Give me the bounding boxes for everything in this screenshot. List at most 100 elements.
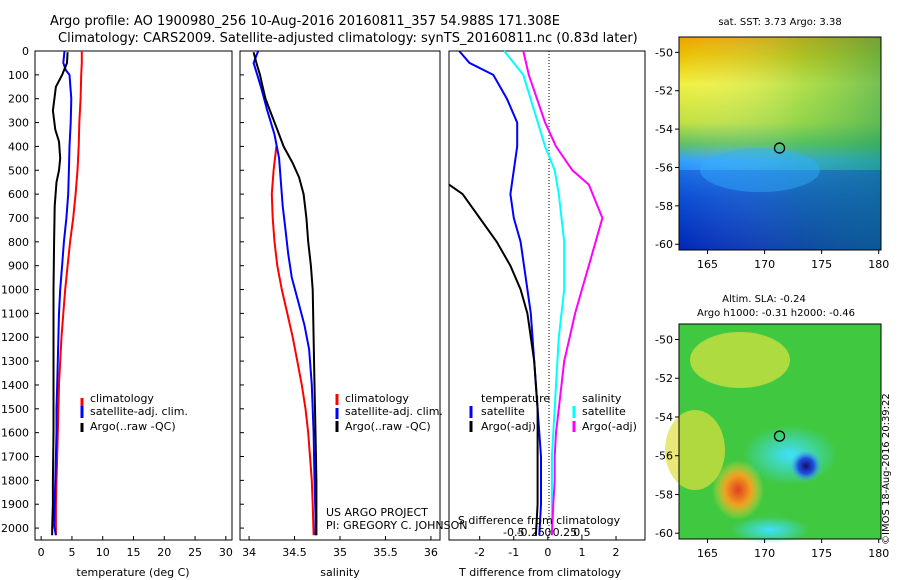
- sst-map-panel: sat. SST: 3.73 Argo: 3.38 165 170 175 180 -5…: [655, 17, 889, 271]
- difference-lines: [448, 50, 604, 536]
- sst-cold-band: [679, 170, 881, 250]
- depth-tick-label: 400: [8, 140, 29, 153]
- watermark: ©IMOS 18-Aug-2016 20:39:22: [881, 393, 892, 545]
- s-difference-tick-label: -0.5: [503, 526, 524, 539]
- legend-label-t-satellite: satellite: [481, 405, 525, 418]
- depth-tick-label: 2000: [1, 522, 29, 535]
- argo-float-marker: [773, 142, 786, 154]
- t-difference-tick-label: 0: [544, 546, 551, 559]
- sst-map-title: sat. SST: 3.73 Argo: 3.38: [718, 17, 841, 28]
- sla-high-west: [665, 410, 725, 490]
- depth-tick-label: 800: [8, 236, 29, 249]
- latitude-tick-label: -60: [655, 527, 673, 540]
- legend-label-argo: Argo(..raw -QC): [90, 420, 176, 433]
- temperature-tick-label: 10: [96, 546, 110, 559]
- depth-tick-labels: 0 100 200 300 400 500 600 700 800 900 1000 1100 1200…: [1, 45, 39, 535]
- salinity-panel: 34 34.5 35 35.5 36 salinity climatology sate…: [239, 50, 467, 579]
- salinity-tick-label: 34.5: [282, 546, 307, 559]
- sst-map-ticks: 165 170 175 180 -50 -52 -54 -56 -58 -60: [655, 46, 889, 271]
- depth-tick-label: 1000: [1, 284, 29, 297]
- depth-tick-label: 1300: [1, 355, 29, 368]
- sla-cold-eddy: [790, 450, 822, 482]
- legend-label-satellite: satellite-adj. clim.: [90, 405, 188, 418]
- latitude-tick-label: -50: [655, 46, 673, 59]
- depth-tick-label: 1700: [1, 451, 29, 464]
- sst-blob: [700, 148, 820, 192]
- argo-float-marker: [773, 430, 786, 442]
- s-difference-tick-label: 0.5: [573, 526, 591, 539]
- sla-low-area: [742, 425, 838, 485]
- series-line-t-argo-adj-: [448, 183, 539, 536]
- t-difference-tick-label: -2: [474, 546, 485, 559]
- longitude-tick-label: 165: [697, 547, 718, 560]
- legend-label-argo: Argo(..raw -QC): [345, 420, 431, 433]
- depth-tick-label: 1100: [1, 307, 29, 320]
- header-line-2: Climatology: CARS2009. Satellite-adjuste…: [58, 31, 638, 46]
- salinity-lines: [252, 50, 318, 536]
- latitude-tick-label: -56: [655, 161, 673, 174]
- t-difference-tick-label: 1: [578, 546, 585, 559]
- latitude-tick-label: -54: [655, 123, 673, 136]
- legend-title-temperature: temperature: [481, 392, 550, 405]
- longitude-tick-label: 165: [697, 258, 718, 271]
- depth-tick-label: 1200: [1, 331, 29, 344]
- salinity-x-label: salinity: [320, 566, 360, 579]
- series-line-climatology: [270, 146, 315, 536]
- longitude-tick-label: 180: [868, 547, 889, 560]
- longitude-tick-label: 170: [754, 258, 775, 271]
- depth-tick-label: 1900: [1, 498, 29, 511]
- temperature-tick-label: 20: [157, 546, 171, 559]
- sla-low-south: [730, 516, 810, 544]
- series-line-s-satellite: [503, 50, 566, 536]
- depth-tick-label: 200: [8, 93, 29, 106]
- series-line-satellite-adj-clim-: [53, 50, 73, 536]
- depth-tick-label: 1400: [1, 379, 29, 392]
- latitude-tick-label: -52: [655, 85, 673, 98]
- legend-label-climatology: climatology: [90, 392, 154, 405]
- t-difference-tick-label: 2: [613, 546, 620, 559]
- difference-legend: temperature salinity satellite Argo(-adj…: [469, 392, 637, 433]
- sla-map-ticks: 165 170 175 180 -50 -52 -54 -56 -58 -60: [655, 333, 889, 560]
- longitude-tick-label: 180: [868, 258, 889, 271]
- series-line-satellite-adj-clim-: [252, 50, 317, 536]
- s-difference-tick-label: 0.25: [553, 526, 578, 539]
- salinity-tick-label: 35.5: [373, 546, 398, 559]
- latitude-tick-label: -60: [655, 238, 673, 251]
- depth-tick-label: 700: [8, 212, 29, 225]
- latitude-tick-label: -56: [655, 450, 673, 463]
- sla-map-subtitle: Argo h1000: -0.31 h2000: -0.46: [697, 308, 855, 319]
- temperature-x-label: temperature (deg C): [76, 566, 189, 579]
- s-difference-tick-label: 0: [544, 526, 551, 539]
- project-label: US ARGO PROJECT: [326, 506, 428, 519]
- depth-tick-label: 0: [22, 45, 29, 58]
- depth-tick-label: 1800: [1, 474, 29, 487]
- salinity-legend: climatology satellite-adj. clim. Argo(..…: [335, 392, 443, 433]
- depth-tick-label: 500: [8, 164, 29, 177]
- sla-map-panel: Altim. SLA: -0.24 Argo h1000: -0.31 h200…: [655, 294, 889, 560]
- depth-tick-label: 1600: [1, 427, 29, 440]
- sla-map-title: Altim. SLA: -0.24: [722, 294, 806, 305]
- series-line-argo-raw-qc-: [51, 52, 69, 536]
- longitude-tick-label: 175: [811, 547, 832, 560]
- temperature-tick-label: 25: [188, 546, 202, 559]
- temperature-tick-label: 5: [68, 546, 75, 559]
- legend-label-s-argo: Argo(-adj): [582, 420, 637, 433]
- series-line-climatology: [54, 51, 83, 536]
- depth-tick-label: 300: [8, 117, 29, 130]
- legend-label-s-satellite: satellite: [582, 405, 626, 418]
- legend-title-salinity: salinity: [582, 392, 622, 405]
- longitude-tick-label: 170: [754, 547, 775, 560]
- salinity-axes-frame: [239, 50, 441, 541]
- s-difference-label: S difference from climatology: [458, 514, 621, 527]
- t-difference-label: T difference from climatology: [458, 566, 621, 579]
- depth-tick-label: 600: [8, 188, 29, 201]
- s-difference-tick-label: -0.25: [517, 526, 545, 539]
- series-line-t-satellite: [458, 50, 542, 536]
- pi-label: PI: GREGORY C. JOHNSON: [326, 519, 467, 532]
- sla-map-frame: [678, 323, 882, 540]
- longitude-tick-label: 175: [811, 258, 832, 271]
- legend-label-t-argo: Argo(-adj): [481, 420, 536, 433]
- sla-warm-eddy: [712, 460, 764, 520]
- temperature-lines: [51, 50, 83, 536]
- latitude-tick-label: -50: [655, 333, 673, 346]
